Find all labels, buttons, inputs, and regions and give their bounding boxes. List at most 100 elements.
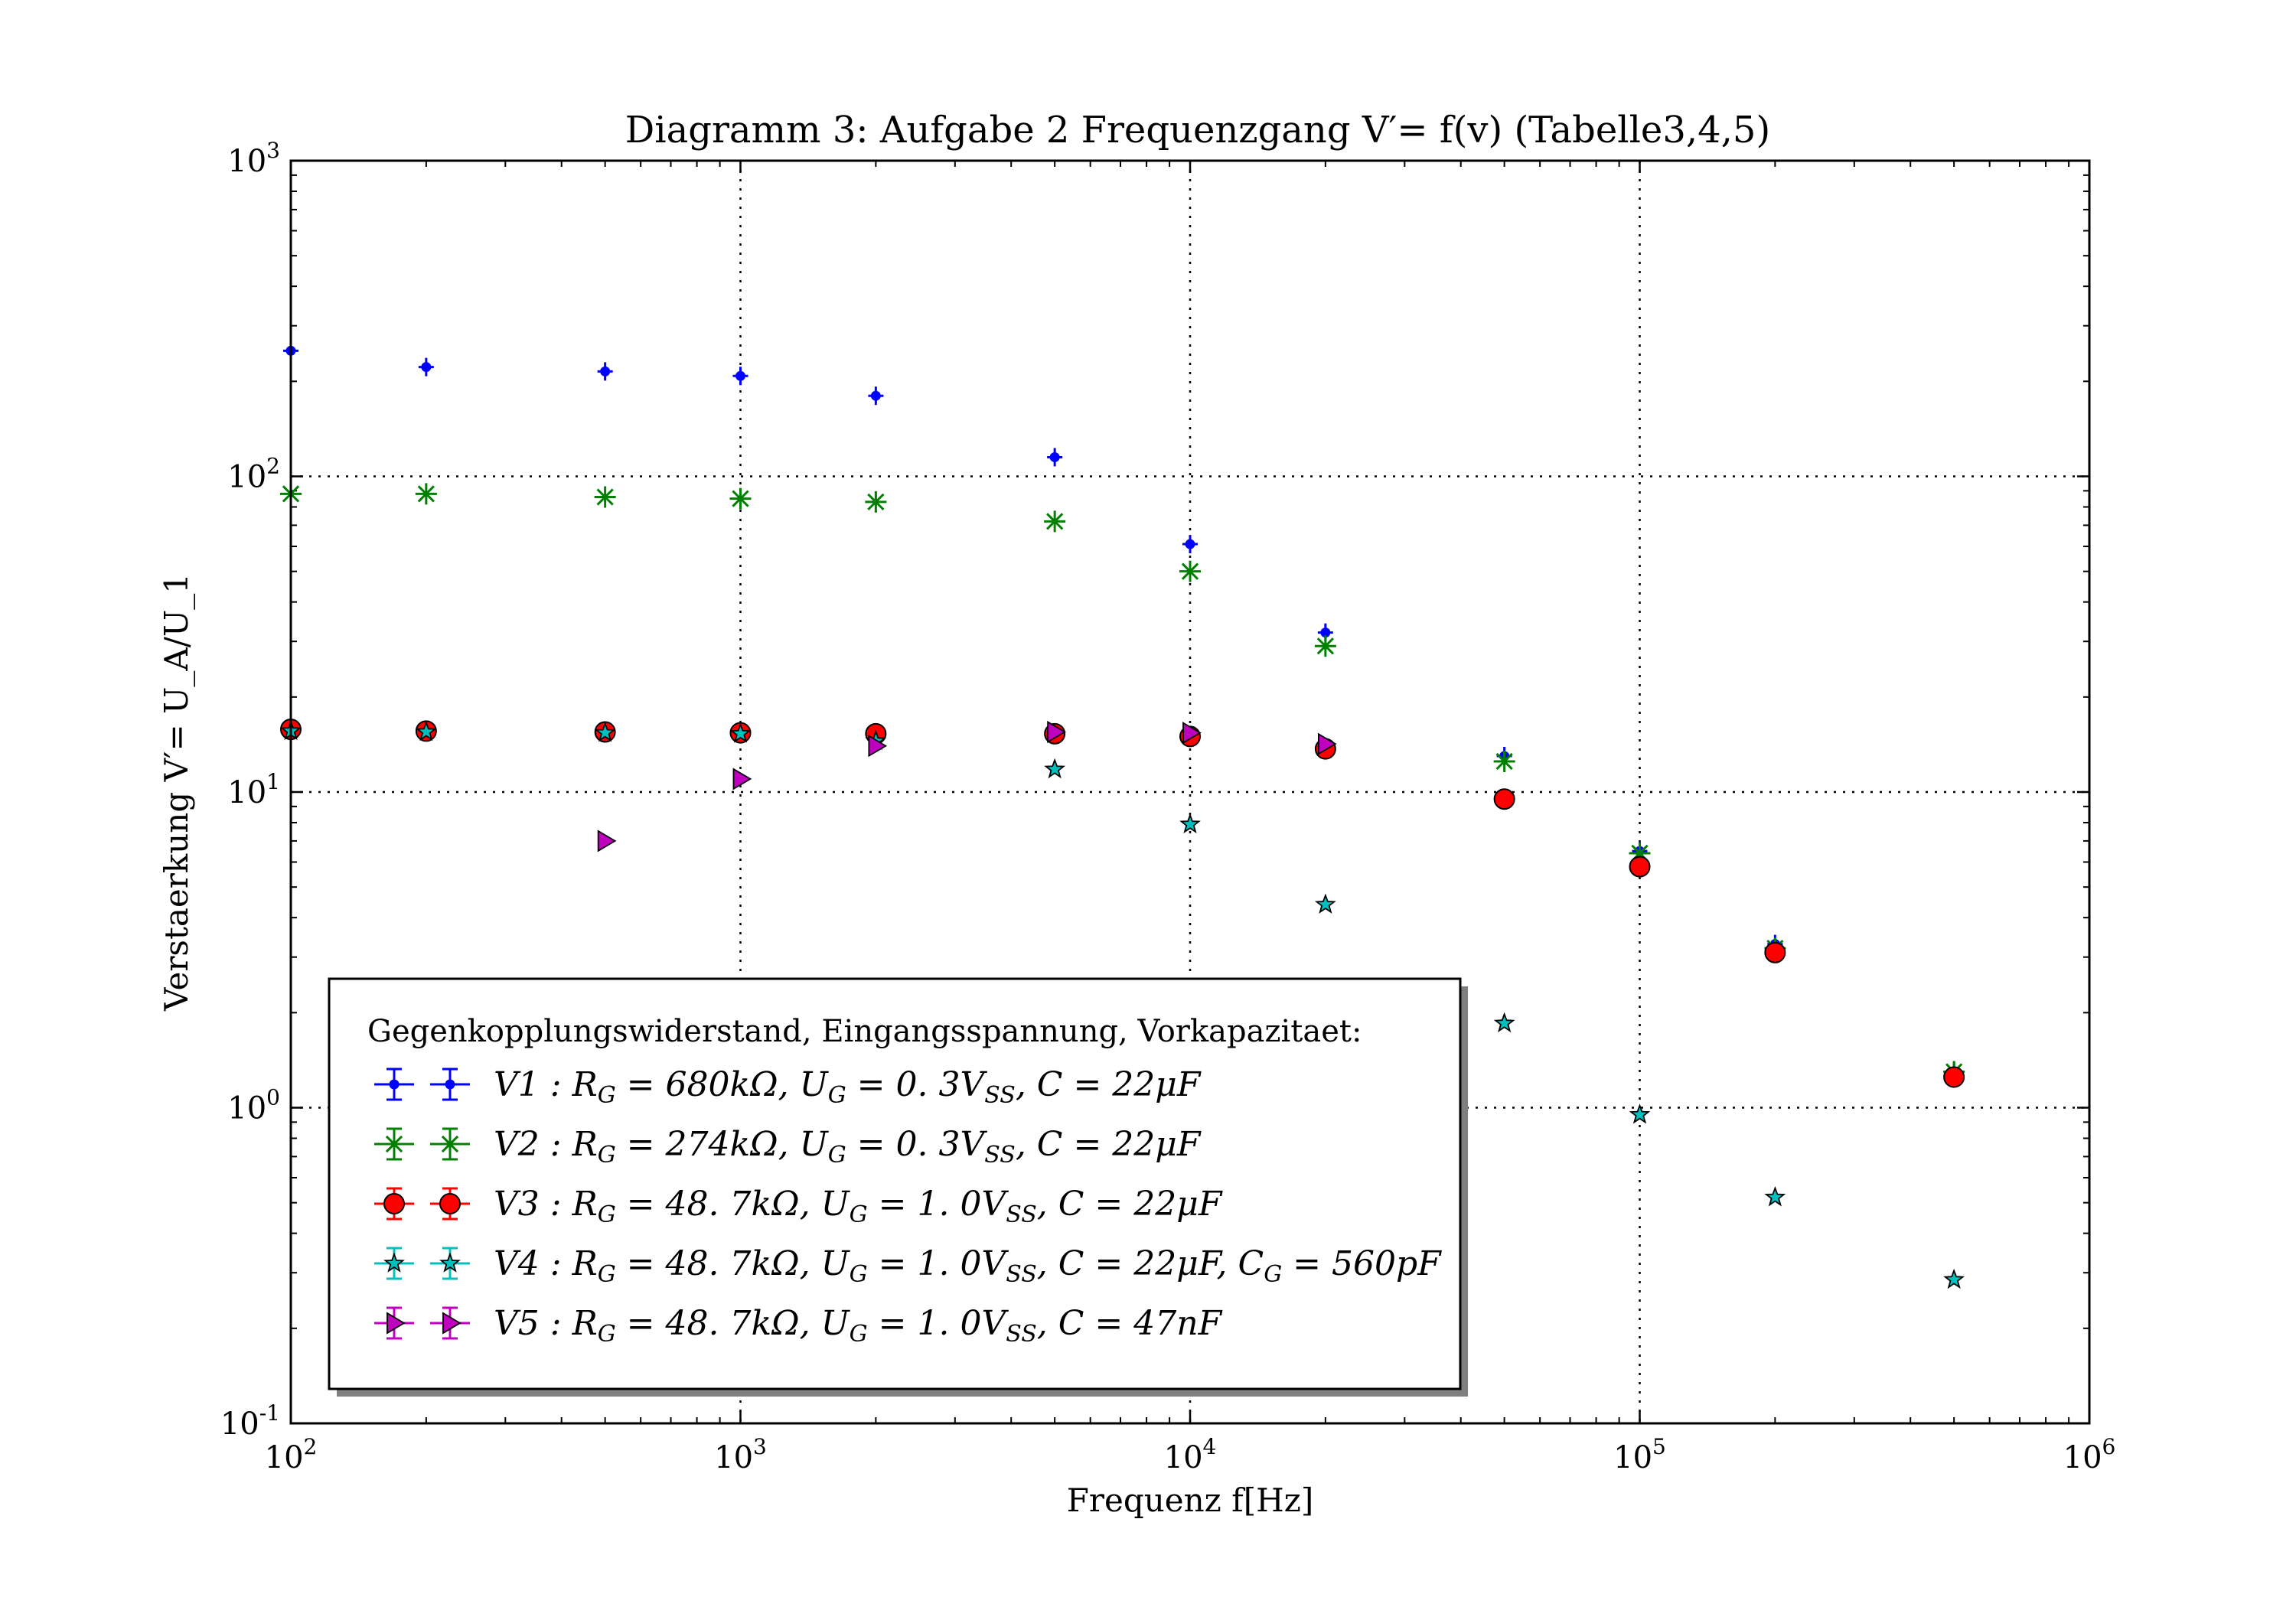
- x-tick-label: 102: [265, 1434, 318, 1475]
- circle-marker: [1943, 1066, 1965, 1088]
- series-5: [597, 720, 1337, 852]
- legend-marker: [439, 1252, 461, 1273]
- legend-handle: [374, 1247, 414, 1280]
- legend-marker: [442, 1075, 458, 1094]
- data-point: [1629, 842, 1651, 864]
- point-marker: [1049, 451, 1060, 462]
- triangle-marker: [1047, 720, 1066, 744]
- point-marker: [445, 1079, 455, 1090]
- legend-title: Gegenkopplungswiderstand, Eingangsspannu…: [367, 1014, 1362, 1049]
- data-point: [732, 768, 752, 790]
- chart-title: Diagramm 3: Aufgabe 2 Frequenzgang V′= f…: [625, 109, 1770, 152]
- star-marker: [729, 722, 752, 743]
- circle-marker: [1629, 856, 1651, 878]
- y-tick-label: 10-1: [220, 1400, 280, 1442]
- grid-lines: [291, 161, 2089, 1423]
- point-marker: [870, 390, 881, 401]
- y-axis-label: Verstaerkung V′= U_A/U_1: [158, 573, 195, 1012]
- data-point: [1629, 1103, 1651, 1124]
- legend-entry-5: V5 : RG = 48. 7kΩ, UG = 1. 0VSS, C = 47n…: [374, 1304, 1223, 1348]
- legend-label: V1 : RG = 680kΩ, UG = 0. 3VSS, C = 22μF: [494, 1065, 1202, 1109]
- triangle-marker: [868, 735, 888, 758]
- circle-marker: [1764, 941, 1786, 963]
- triangle-marker: [386, 1312, 406, 1335]
- triangle-marker: [1317, 732, 1337, 755]
- legend-handle: [430, 1247, 470, 1280]
- y-tick-label: 102: [227, 454, 280, 495]
- data-point: [1943, 1268, 1965, 1289]
- star-marker: [1943, 1268, 1965, 1289]
- legend-handle: [374, 1187, 414, 1221]
- x-tick-label: 105: [1613, 1434, 1666, 1475]
- legend-marker: [386, 1075, 402, 1094]
- data-point: [1044, 510, 1066, 533]
- legend-handle: [374, 1127, 414, 1161]
- legend-entry-1: V1 : RG = 680kΩ, UG = 0. 3VSS, C = 22μF: [374, 1065, 1202, 1109]
- data-point: [1179, 813, 1201, 833]
- legend-entry-3: V3 : RG = 48. 7kΩ, UG = 1. 0VSS, C = 22μ…: [374, 1185, 1223, 1228]
- data-point: [597, 362, 613, 381]
- data-point: [1943, 1066, 1965, 1088]
- x-tick-label: 106: [2063, 1434, 2116, 1475]
- plot-frame: [289, 159, 2091, 1425]
- point-marker: [421, 362, 432, 373]
- y-tick-label: 100: [227, 1085, 280, 1126]
- data-point: [594, 486, 616, 508]
- legend: Gegenkopplungswiderstand, Eingangsspannu…: [328, 977, 1468, 1397]
- circle-marker: [439, 1193, 461, 1214]
- star-marker: [1044, 510, 1066, 533]
- legend-label: V4 : RG = 48. 7kΩ, UG = 1. 0VSS, C = 22μ…: [494, 1244, 1442, 1288]
- data-point: [1493, 751, 1515, 773]
- data-point: [1317, 732, 1337, 755]
- legend-box: [328, 977, 1462, 1390]
- star-marker: [594, 486, 616, 508]
- data-point: [1314, 893, 1336, 914]
- circle-marker: [383, 1193, 405, 1214]
- legend-marker: [439, 1133, 461, 1155]
- star-marker: [439, 1252, 461, 1273]
- x-axis-label: Frequenz f[Hz]: [1067, 1482, 1313, 1519]
- legend-handle: [430, 1068, 470, 1101]
- legend-label: V2 : RG = 274kΩ, UG = 0. 3VSS, C = 22μF: [494, 1125, 1202, 1169]
- legend-marker: [383, 1193, 405, 1214]
- y-tick-labels: 10-1 100 101 102 103: [220, 138, 280, 1442]
- star-marker: [865, 491, 887, 513]
- star-marker: [1179, 813, 1201, 833]
- point-marker: [600, 366, 611, 376]
- legend-entry-2: V2 : RG = 274kΩ, UG = 0. 3VSS, C = 22μF: [374, 1125, 1202, 1169]
- data-point: [729, 722, 752, 743]
- legend-handle: [374, 1068, 414, 1101]
- triangle-marker: [442, 1312, 461, 1335]
- data-point: [1629, 856, 1651, 878]
- data-point: [1182, 722, 1202, 745]
- data-point: [1493, 1012, 1515, 1033]
- legend-handle: [430, 1306, 470, 1340]
- legend-marker: [383, 1133, 405, 1155]
- data-point: [1047, 720, 1066, 744]
- data-point: [594, 721, 616, 742]
- star-marker: [729, 487, 752, 510]
- data-point: [418, 357, 434, 376]
- legend-marker: [439, 1193, 461, 1214]
- legend-marker: [383, 1252, 405, 1273]
- star-marker: [1493, 751, 1515, 773]
- data-point: [1764, 941, 1786, 963]
- star-marker: [1179, 560, 1201, 582]
- star-marker: [415, 720, 437, 742]
- data-point: [868, 735, 888, 758]
- triangle-marker: [597, 830, 617, 852]
- data-point: [415, 720, 437, 742]
- legend-handle: [374, 1306, 414, 1340]
- y-tick-label: 103: [227, 138, 280, 179]
- star-marker: [415, 483, 437, 505]
- legend-handle: [430, 1187, 470, 1221]
- legend-entries: V1 : RG = 680kΩ, UG = 0. 3VSS, C = 22μF V…: [374, 1065, 1442, 1348]
- legend-entry-4: V4 : RG = 48. 7kΩ, UG = 1. 0VSS, C = 22μ…: [374, 1244, 1442, 1288]
- data-point: [1182, 535, 1198, 554]
- star-marker: [1629, 842, 1651, 864]
- data-series: [280, 341, 1965, 1289]
- legend-handle: [430, 1127, 470, 1161]
- star-marker: [594, 721, 616, 742]
- star-marker: [1629, 1103, 1651, 1124]
